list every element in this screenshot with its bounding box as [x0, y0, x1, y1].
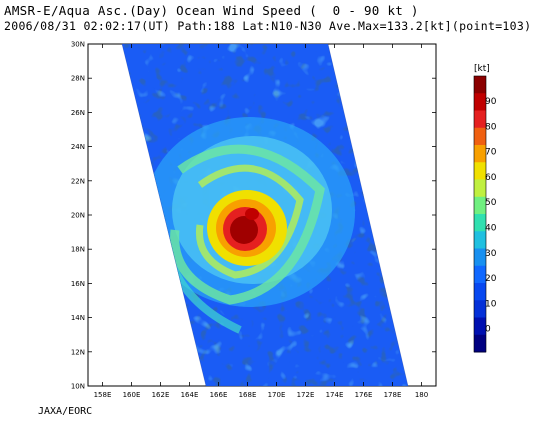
x-tick-label: 180	[415, 391, 428, 399]
colorbar-label: 40	[485, 224, 497, 234]
y-tick-label: 24N	[71, 143, 85, 151]
y-tick-label: 26N	[71, 109, 85, 117]
colorbar-label: 0	[485, 325, 491, 335]
x-tick-label: 164E	[181, 391, 199, 399]
colorbar-segment	[474, 162, 486, 180]
colorbar-segment	[474, 231, 486, 249]
colorbar-label: 20	[485, 274, 497, 284]
colorbar-segment	[474, 110, 486, 129]
colorbar-segment	[474, 300, 486, 318]
colorbar-border	[473, 75, 487, 353]
x-tick-label: 166E	[210, 391, 228, 399]
colorbar-segment	[474, 334, 486, 353]
y-tick-label: 12N	[71, 348, 85, 356]
x-axis-ticks: 158E 160E 162E 164E 166E 168E 170E 172E 174E 176E…	[94, 44, 428, 399]
y-tick-label: 28N	[71, 75, 85, 83]
colorbar-label: 80	[485, 122, 497, 132]
x-tick-label: 168E	[239, 391, 257, 399]
colorbar-segment	[474, 127, 486, 146]
colorbar-segment	[474, 214, 486, 232]
color-scale-bar: 90 80 70 60 50 40 30 20 10 0	[473, 75, 497, 353]
y-tick-label: 10N	[71, 383, 85, 391]
colorbar-label: 50	[485, 198, 497, 208]
colorbar-segment	[474, 93, 486, 111]
x-tick-label: 178E	[384, 391, 402, 399]
x-tick-label: 172E	[297, 391, 315, 399]
colorbar-segment	[474, 248, 486, 267]
y-tick-label: 14N	[71, 314, 85, 322]
colorbar-segment	[474, 179, 486, 198]
colorbar-label: 30	[485, 249, 497, 259]
colorbar-segment	[474, 76, 486, 94]
colorbar-unit-label: [kt]	[474, 64, 490, 74]
colorbar-segment	[474, 145, 486, 163]
y-tick-label: 18N	[71, 246, 85, 254]
colorbar-segment	[474, 265, 486, 284]
colorbar-segment	[474, 317, 486, 336]
x-tick-label: 174E	[326, 391, 344, 399]
chart-subtitle: 2006/08/31 02:02:17(UT) Path:188 Lat:N10…	[4, 19, 532, 33]
y-tick-label: 30N	[71, 41, 85, 49]
x-tick-label: 160E	[123, 391, 141, 399]
colorbar-label: 10	[485, 299, 497, 309]
x-tick-label: 162E	[152, 391, 170, 399]
y-tick-label: 20N	[71, 212, 85, 220]
colorbar-segment	[474, 196, 486, 215]
x-tick-label: 158E	[94, 391, 112, 399]
x-tick-label: 170E	[268, 391, 286, 399]
colorbar-label: 60	[485, 173, 497, 183]
colorbar-label: 70	[485, 148, 497, 158]
chart-title: AMSR-E/Aqua Asc.(Day) Ocean Wind Speed (…	[4, 3, 419, 18]
colorbar-label: 90	[485, 97, 497, 107]
x-tick-label: 176E	[355, 391, 373, 399]
y-tick-label: 16N	[71, 280, 85, 288]
typhoon-wind-field	[145, 117, 355, 334]
y-axis-ticks: 30N 28N 26N 24N 22N 20N 18N 16N 14N 12N 10N	[71, 41, 436, 391]
colorbar-segment	[474, 283, 486, 301]
credit-label: JAXA/EORC	[38, 406, 93, 417]
y-tick-label: 22N	[71, 177, 85, 185]
